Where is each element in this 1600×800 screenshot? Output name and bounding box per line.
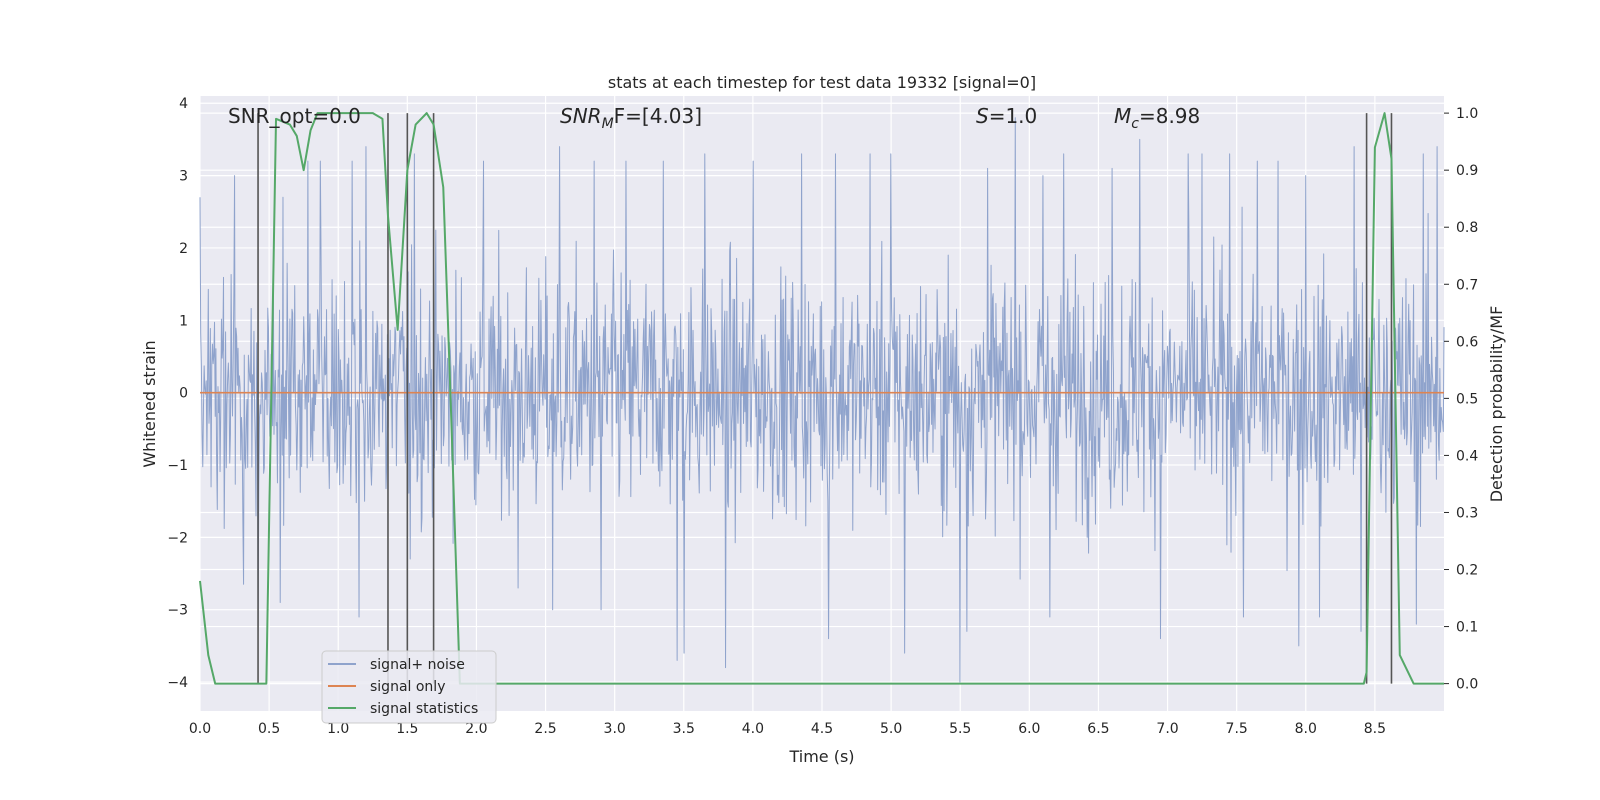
x-tick-label: 6.5	[1087, 721, 1109, 737]
y-ticks: 4 3 2 1 0 −1 −2 −3 −4	[167, 96, 188, 691]
legend-label-signal: signal only	[370, 679, 445, 695]
chart-title: stats at each timestep for test data 193…	[608, 73, 1036, 92]
annotation-mc-symbol: M	[1114, 104, 1131, 128]
x-tick-label: 7.5	[1226, 721, 1248, 737]
legend-label-statistics: signal statistics	[370, 701, 478, 717]
y2-tick-label: 0.8	[1456, 220, 1478, 236]
y2-tick-label: 0.9	[1456, 163, 1478, 179]
x-tick-label: 0.0	[189, 721, 211, 737]
x-tick-label: 7.0	[1156, 721, 1178, 737]
legend-label-noise: signal+ noise	[370, 657, 465, 673]
annotation-snr-mf-value: F=[4.03]	[614, 104, 702, 128]
y2-tick-label: 0.6	[1456, 334, 1478, 350]
annotation-mc-subscript: c	[1131, 116, 1139, 132]
x-tick-label: 3.5	[673, 721, 695, 737]
signal-statistics-line	[199, 112, 1444, 685]
x-tick-label: 5.0	[880, 721, 902, 737]
x-axis-label: Time (s)	[788, 747, 854, 766]
y-axis-label: Whitened strain	[140, 340, 159, 467]
annotation-s-value: =1.0	[989, 104, 1038, 128]
annotation-snr-opt: SNR_opt=0.0	[228, 104, 361, 128]
y2-tick-label: 0.4	[1456, 448, 1478, 464]
annotation-s: S=1.0	[976, 104, 1037, 128]
x-ticks: 0.0 0.5 1.0 1.5 2.0 2.5 3.0 3.5 4.0 4.5 5.0 5.5 6.0 6…	[189, 721, 1386, 737]
annotation-mc-value: =8.98	[1139, 104, 1200, 128]
annotation-s-symbol: S	[976, 104, 989, 128]
y2-tick-label: 0.2	[1456, 563, 1478, 579]
y-tick-label: −3	[167, 603, 188, 619]
x-tick-label: 0.5	[258, 721, 280, 737]
vertical-markers	[257, 113, 1393, 684]
y2-tick-label: 0.1	[1456, 620, 1478, 636]
x-tick-label: 5.5	[949, 721, 971, 737]
y2-tick-label: 0.3	[1456, 505, 1478, 521]
x-tick-label: 8.0	[1295, 721, 1317, 737]
x-tick-label: 8.5	[1364, 721, 1386, 737]
y-tick-label: −2	[167, 530, 188, 546]
signal-statistics-series	[199, 112, 1444, 685]
y-tick-label: 0	[179, 386, 188, 402]
y2-tick-label: 0.7	[1456, 277, 1478, 293]
y-tick-label: 1	[179, 313, 188, 329]
x-tick-label: 1.5	[396, 721, 418, 737]
legend: signal+ noise signal only signal statist…	[321, 650, 497, 724]
y2-ticks: 1.0 0.9 0.8 0.7 0.6 0.5 0.4 0.3 0.2 0.1 0.0	[1444, 106, 1478, 693]
y2-tick-label: 0.5	[1456, 391, 1478, 407]
x-tick-label: 1.0	[327, 721, 349, 737]
y2-axis-label: Detection probability/MF	[1487, 306, 1506, 503]
x-tick-label: 6.0	[1018, 721, 1040, 737]
x-tick-label: 2.5	[534, 721, 556, 737]
x-tick-label: 4.0	[742, 721, 764, 737]
y-tick-label: 2	[179, 241, 188, 257]
y2-tick-label: 1.0	[1456, 106, 1478, 122]
x-tick-label: 3.0	[604, 721, 626, 737]
y-tick-label: −4	[167, 675, 188, 691]
annotation-snr-mf-subscript: M	[602, 116, 614, 132]
y-tick-label: 4	[179, 96, 188, 112]
annotation-snr-mf: SNRMF=[4.03]	[560, 104, 702, 132]
y-tick-label: −1	[167, 458, 188, 474]
y2-tick-label: 0.0	[1456, 677, 1478, 693]
legend-box	[321, 650, 497, 724]
x-tick-label: 2.0	[465, 721, 487, 737]
annotation-snr-mf-symbol: SNR	[560, 104, 602, 128]
annotation-mc: Mc=8.98	[1114, 104, 1200, 132]
y-tick-label: 3	[179, 169, 188, 185]
x-tick-label: 4.5	[811, 721, 833, 737]
